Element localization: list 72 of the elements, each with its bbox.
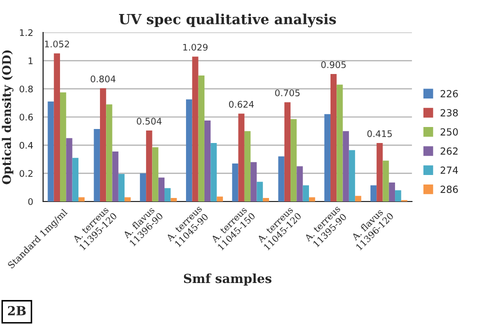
data-label: 0.804 bbox=[90, 76, 116, 82]
bar bbox=[216, 196, 223, 202]
bar bbox=[308, 197, 316, 202]
bar bbox=[296, 166, 303, 202]
bar bbox=[140, 173, 146, 202]
bar bbox=[192, 56, 198, 202]
bar bbox=[244, 131, 251, 202]
bar bbox=[336, 84, 343, 202]
bar bbox=[370, 185, 377, 202]
bar bbox=[250, 162, 257, 202]
bar bbox=[324, 114, 330, 202]
bar bbox=[290, 119, 297, 202]
x-axis-title: Smf samples bbox=[184, 273, 272, 286]
y-tick-label: 0.8 bbox=[20, 86, 33, 92]
data-label: 0.705 bbox=[275, 89, 300, 96]
bar bbox=[278, 156, 284, 202]
data-label: 0.504 bbox=[136, 118, 162, 125]
chart-title: UV spec qualitative analysis bbox=[119, 14, 336, 28]
data-label: 0.905 bbox=[321, 61, 346, 68]
bar bbox=[54, 53, 60, 202]
bar bbox=[376, 143, 383, 202]
data-label: 0.624 bbox=[229, 100, 254, 108]
bar bbox=[72, 158, 78, 202]
text: 2B bbox=[8, 306, 26, 316]
bar bbox=[204, 120, 211, 202]
bar bbox=[100, 88, 106, 202]
bar bbox=[118, 174, 125, 202]
bar bbox=[60, 92, 66, 202]
bar bbox=[186, 99, 192, 202]
bar bbox=[262, 198, 270, 202]
bar bbox=[78, 197, 85, 202]
bar bbox=[66, 138, 72, 202]
bar bbox=[48, 102, 54, 202]
bar bbox=[124, 197, 131, 202]
bar bbox=[388, 182, 396, 202]
bar bbox=[355, 196, 362, 202]
bar bbox=[302, 185, 309, 202]
data-label: 1.029 bbox=[183, 44, 208, 51]
data-label: 1.052 bbox=[45, 40, 69, 48]
bar bbox=[158, 178, 165, 202]
y-tick-label: 0.2 bbox=[20, 170, 32, 177]
bar bbox=[256, 182, 263, 202]
bar bbox=[348, 150, 356, 202]
bar bbox=[238, 114, 244, 202]
bar bbox=[152, 147, 158, 202]
bar bbox=[284, 102, 291, 202]
y-tick-label: 0.6 bbox=[20, 114, 33, 121]
bar bbox=[164, 188, 171, 202]
bar bbox=[210, 143, 217, 202]
y-tick-label: 1 bbox=[28, 58, 33, 64]
y-tick-label: 0 bbox=[28, 198, 33, 206]
bar bbox=[395, 190, 402, 202]
bar bbox=[330, 74, 337, 202]
bar bbox=[382, 160, 389, 202]
legend-label: 238 bbox=[440, 109, 458, 116]
y-tick-label: 1.2 bbox=[20, 29, 32, 36]
legend-label: 250 bbox=[440, 128, 458, 136]
legend-label: 274 bbox=[440, 166, 458, 174]
legend-label: 286 bbox=[440, 186, 458, 193]
legend-label: 262 bbox=[440, 147, 458, 155]
bar bbox=[112, 152, 118, 202]
bar bbox=[106, 104, 112, 202]
bar bbox=[146, 130, 152, 202]
y-axis-title: Optical density (OD) bbox=[2, 50, 14, 184]
legend-label: 226 bbox=[440, 90, 458, 98]
bar bbox=[94, 128, 100, 202]
y-tick-label: 0.4 bbox=[20, 142, 33, 149]
bar bbox=[170, 198, 177, 202]
bar bbox=[232, 163, 238, 202]
bar bbox=[342, 131, 349, 202]
bar bbox=[198, 75, 204, 202]
data-label: 0.415 bbox=[367, 130, 392, 138]
